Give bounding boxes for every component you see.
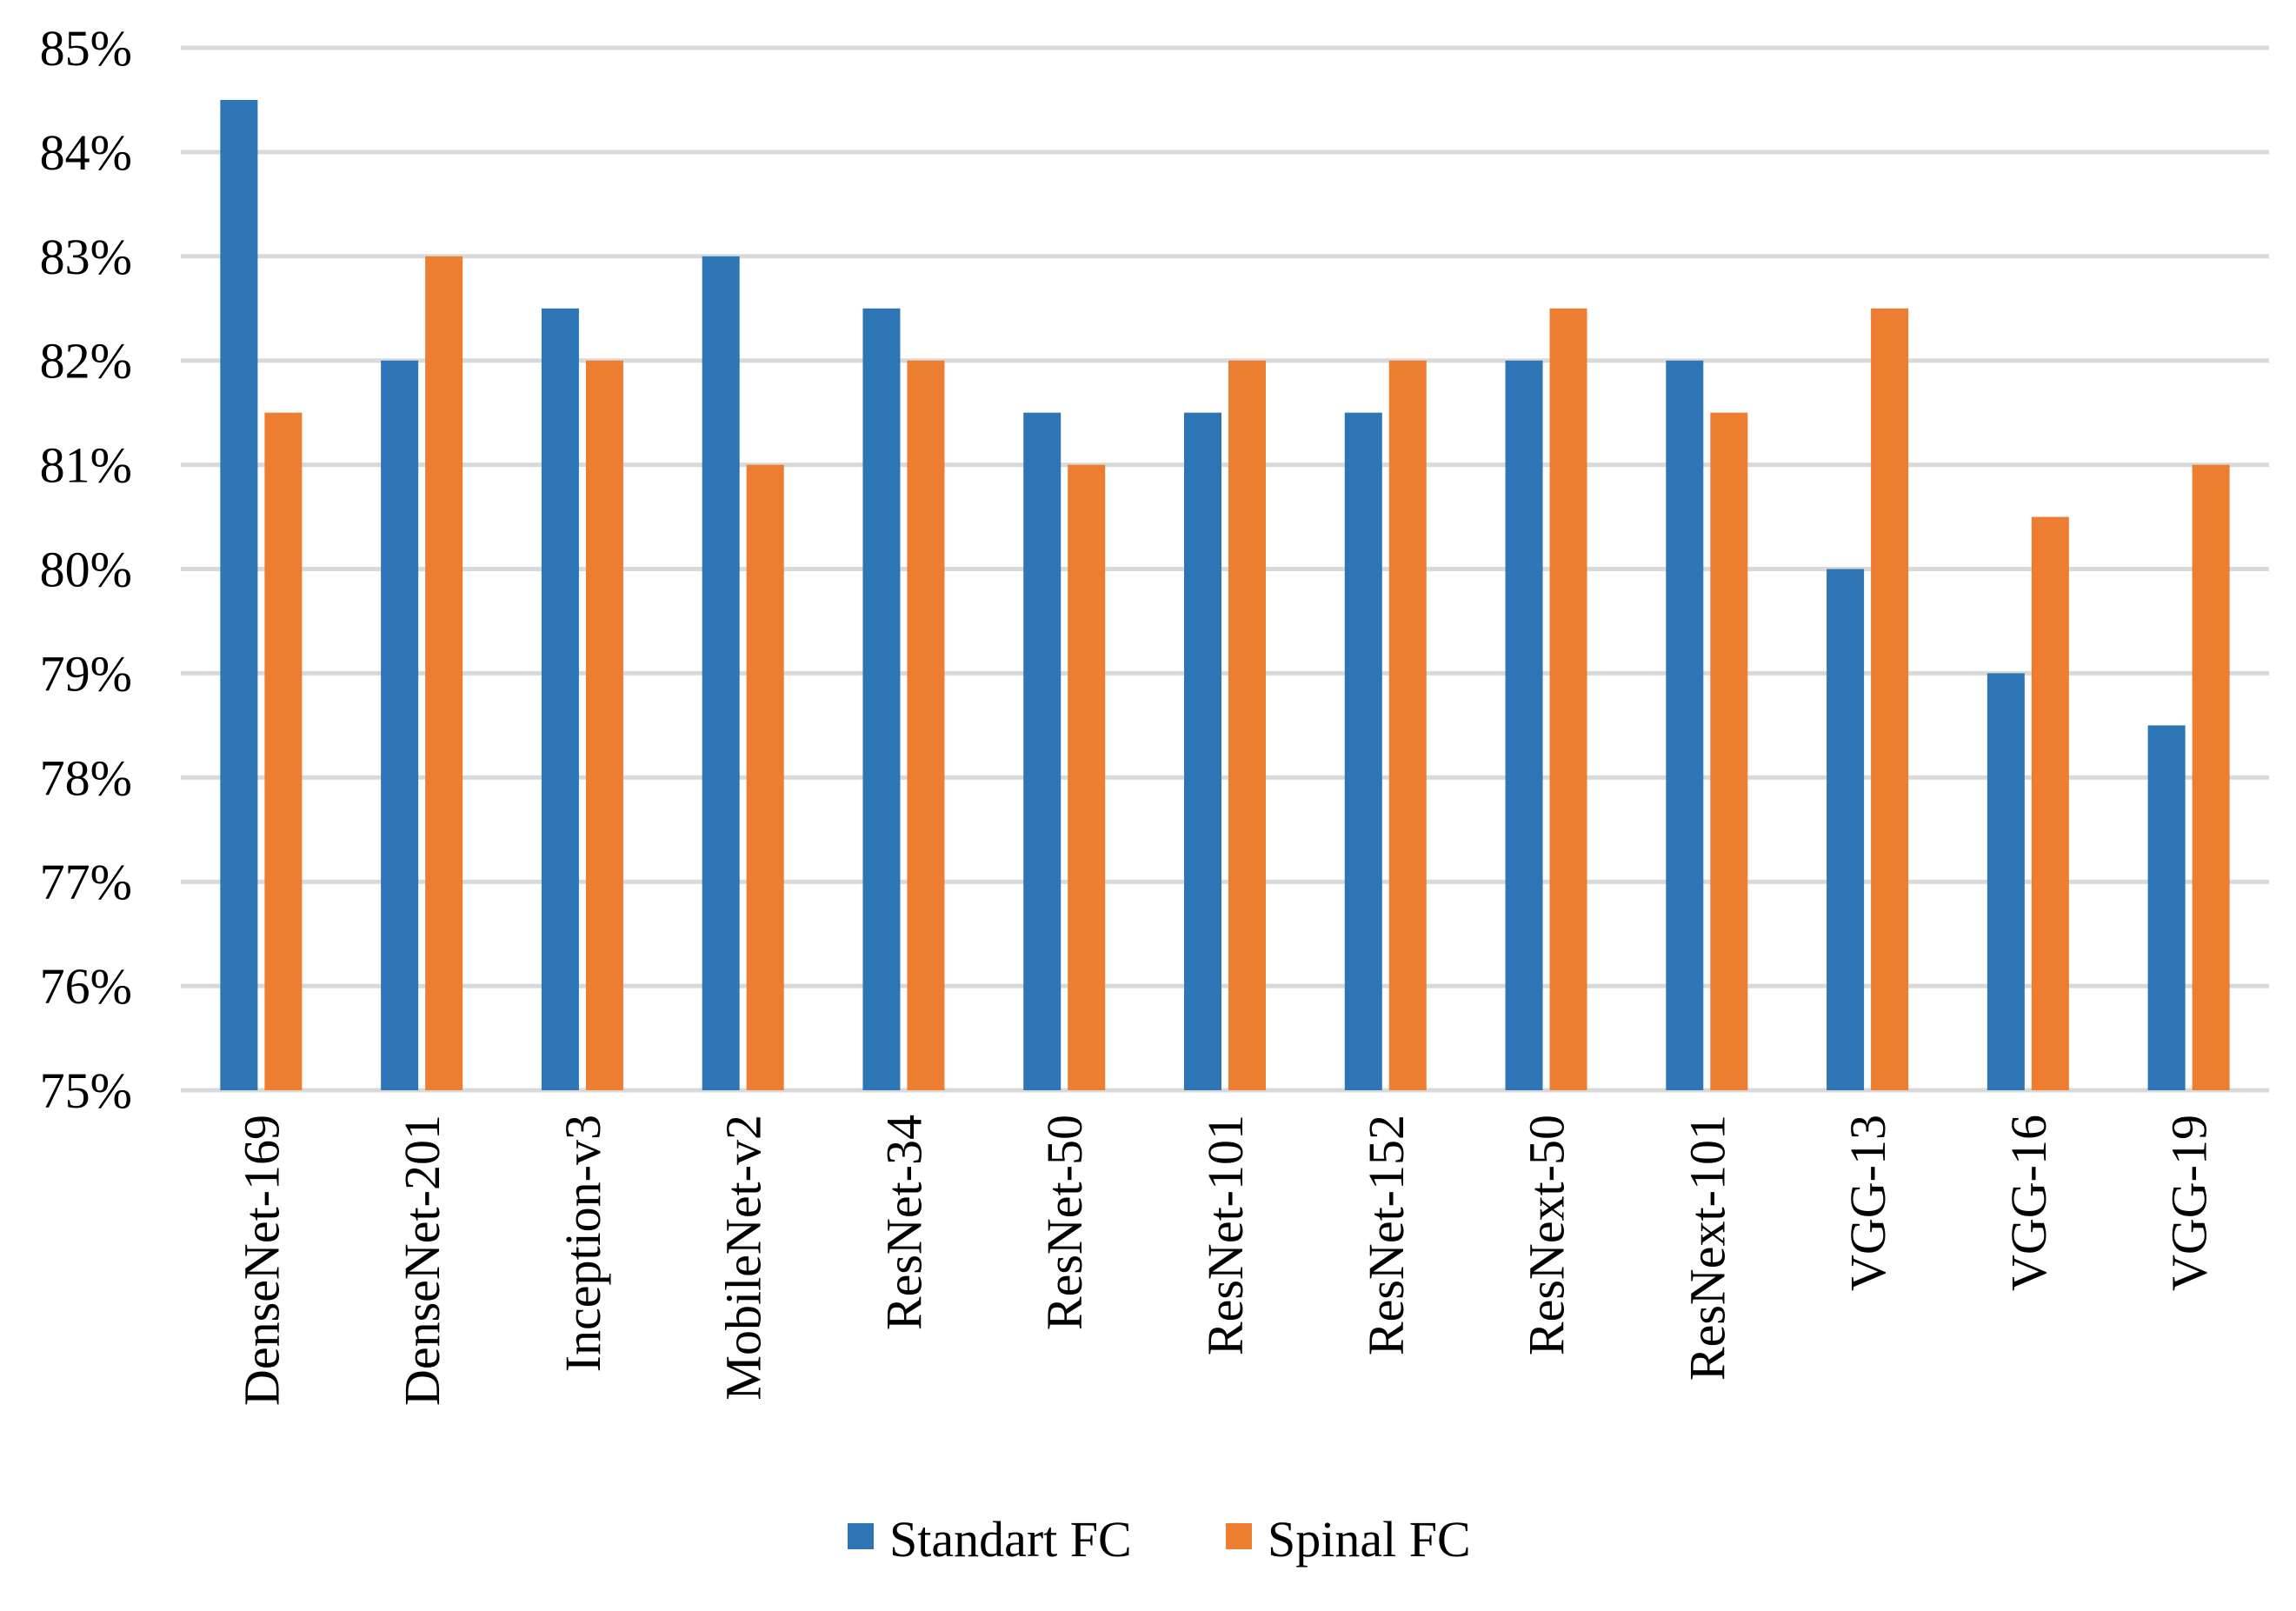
bar-standart-fc <box>1827 569 1865 1090</box>
bar-spinal-fc <box>1871 308 1909 1090</box>
bar-standart-fc <box>1505 360 1543 1090</box>
bar-spinal-fc <box>1710 412 1748 1090</box>
y-tick-label: 85% <box>40 20 132 77</box>
legend-label: Standart FC <box>889 1511 1132 1568</box>
y-tick-label: 76% <box>40 958 132 1015</box>
bar-standart-fc <box>2147 725 2186 1090</box>
y-tick-label: 83% <box>40 229 132 285</box>
x-category-label: Inception-v3 <box>555 1115 611 1372</box>
x-category-label: ResNext-50 <box>1519 1115 1575 1355</box>
legend-swatch <box>1226 1523 1252 1549</box>
y-tick-label: 80% <box>40 542 132 598</box>
bar-standart-fc <box>702 256 740 1090</box>
y-tick-label: 84% <box>40 124 132 181</box>
x-category-label: VGG-13 <box>1840 1115 1896 1291</box>
bar-standart-fc <box>1987 673 2025 1090</box>
x-category-label: MobileNet-v2 <box>715 1115 772 1401</box>
bar-spinal-fc <box>264 412 303 1090</box>
y-tick-label: 77% <box>40 854 132 910</box>
bar-standart-fc <box>1023 412 1061 1090</box>
x-category-label: ResNet-152 <box>1358 1115 1414 1355</box>
bar-standart-fc <box>862 308 901 1090</box>
x-category-label: VGG-16 <box>2000 1115 2057 1291</box>
x-category-label: ResNet-50 <box>1036 1115 1093 1330</box>
bar-standart-fc <box>1666 360 1704 1090</box>
bar-spinal-fc <box>1228 360 1266 1090</box>
y-tick-label: 78% <box>40 749 132 806</box>
x-category-label: ResNet-101 <box>1197 1115 1254 1355</box>
bar-spinal-fc <box>1068 464 1106 1090</box>
x-category-label: VGG-19 <box>2161 1115 2218 1291</box>
legend: Standart FC Spinal FC <box>848 1511 1471 1568</box>
bar-spinal-fc <box>907 360 945 1090</box>
x-category-label: DenseNet-201 <box>394 1115 450 1406</box>
y-tick-label: 75% <box>40 1062 132 1119</box>
y-tick-label: 81% <box>40 437 132 494</box>
bar-standart-fc <box>220 99 258 1091</box>
bar-spinal-fc <box>1549 308 1587 1090</box>
bars <box>220 99 2230 1091</box>
bar-standart-fc <box>1184 412 1221 1090</box>
bar-standart-fc <box>541 308 579 1090</box>
y-tick-label: 79% <box>40 645 132 702</box>
legend-swatch <box>848 1523 874 1549</box>
y-axis-ticks: 75% 76% 77% 78% 79% 80% 81% 82% 83% 84% 85% <box>40 20 132 1119</box>
bar-spinal-fc <box>2031 516 2069 1090</box>
bar-standart-fc <box>1344 412 1382 1090</box>
bar-spinal-fc <box>425 256 463 1090</box>
bar-standart-fc <box>381 360 419 1090</box>
grid-layer <box>181 45 2269 1093</box>
x-category-label: DenseNet-169 <box>233 1115 289 1406</box>
bar-spinal-fc <box>1388 360 1427 1090</box>
x-axis-labels: DenseNet-169 DenseNet-201 Inception-v3 Mobi… <box>233 1115 2217 1406</box>
y-tick-label: 82% <box>40 333 132 389</box>
x-category-label: ResNext-101 <box>1679 1115 1735 1381</box>
bar-spinal-fc <box>746 464 784 1090</box>
bar-spinal-fc <box>2192 464 2230 1090</box>
bar-spinal-fc <box>585 360 623 1090</box>
legend-label: Spinal FC <box>1268 1511 1471 1568</box>
x-category-label: ResNet-34 <box>875 1115 932 1330</box>
